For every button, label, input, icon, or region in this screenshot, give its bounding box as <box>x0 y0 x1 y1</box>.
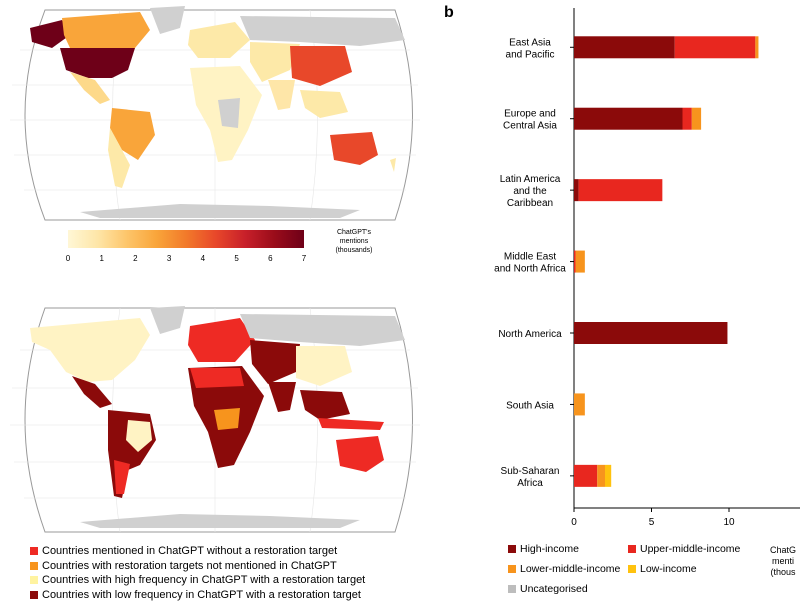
bar-legend-label: Upper-middle-income <box>640 543 740 555</box>
category-label: and Pacific <box>506 49 555 60</box>
legend-swatch <box>30 562 38 570</box>
x-axis-label-line: menti <box>770 556 796 567</box>
map-legend-label: Countries with high frequency in ChatGPT… <box>42 574 365 586</box>
colorbar-label: ChatGPT's mentions (thousands) <box>314 228 394 255</box>
bar-segment <box>675 36 756 58</box>
legend-swatch <box>628 545 636 553</box>
world-map-restoration-targets <box>0 300 430 540</box>
legend-swatch <box>30 576 38 584</box>
colorbar-tick-1: 1 <box>99 254 103 263</box>
map-legend-item: Countries with restoration targets not m… <box>30 559 365 574</box>
map-legend-label: Countries with low frequency in ChatGPT … <box>42 589 361 601</box>
bar-legend-item: Uncategorised <box>508 583 588 595</box>
bar-legend-item: High-income <box>508 543 579 555</box>
colorbar-tick-0: 0 <box>66 254 70 263</box>
legend-swatch <box>508 545 516 553</box>
bar-legend-label: Lower-middle-income <box>520 563 620 575</box>
map-legend-item: Countries mentioned in ChatGPT without a… <box>30 544 365 559</box>
category-label: and the <box>513 186 547 197</box>
legend-swatch <box>508 565 516 573</box>
bar-segment <box>574 393 585 415</box>
x-tick-label: 10 <box>723 517 735 528</box>
bar-legend-label: Low-income <box>640 563 697 575</box>
x-axis-label-line: (thous <box>770 567 796 578</box>
colorbar-gradient <box>68 230 304 248</box>
bar-segment <box>574 179 579 201</box>
category-label: and North Africa <box>494 264 566 275</box>
x-axis-label-clipped: ChatG menti (thous <box>770 545 796 578</box>
bar-segment <box>576 251 585 273</box>
category-label: North America <box>498 329 562 340</box>
bar-legend-item: Lower-middle-income <box>508 563 620 575</box>
bar-segment <box>683 108 692 130</box>
colorbar-label-line: mentions <box>314 237 394 246</box>
map-legend: Countries mentioned in ChatGPT without a… <box>30 544 365 602</box>
colorbar-tick-7: 7 <box>302 254 306 263</box>
colorbar-tick-6: 6 <box>268 254 272 263</box>
colorbar-label-line: (thousands) <box>314 246 394 255</box>
bar-segment <box>597 465 605 487</box>
category-label: Europe and <box>504 109 556 120</box>
category-label: Middle East <box>504 252 556 263</box>
bar-segment <box>605 465 611 487</box>
colorbar-tick-4: 4 <box>201 254 205 263</box>
x-tick-label: 5 <box>649 517 655 528</box>
bar-segment <box>574 36 675 58</box>
bar-segment <box>574 322 727 344</box>
colorbar-tick-5: 5 <box>234 254 238 263</box>
category-label: Africa <box>517 478 543 489</box>
legend-swatch <box>30 547 38 555</box>
category-label: South Asia <box>506 400 554 411</box>
colorbar: 0 1 2 3 4 5 6 7 ChatGPT's mentions (thou… <box>60 226 390 266</box>
map-bottom-africa-orange <box>214 408 240 430</box>
panel-b-label: b <box>444 4 454 22</box>
map-top-canada <box>62 12 150 50</box>
colorbar-tick-3: 3 <box>167 254 171 263</box>
category-label: Sub-Saharan <box>501 466 560 477</box>
bar-legend-label: Uncategorised <box>520 583 588 595</box>
category-label: East Asia <box>509 37 551 48</box>
bar-segment <box>574 108 683 130</box>
legend-swatch <box>628 565 636 573</box>
x-axis-label-line: ChatG <box>770 545 796 556</box>
x-tick-label: 0 <box>571 517 577 528</box>
colorbar-label-line: ChatGPT's <box>314 228 394 237</box>
map-legend-label: Countries with restoration targets not m… <box>42 560 337 572</box>
category-label: Central Asia <box>503 121 557 132</box>
bar-segment <box>579 179 663 201</box>
category-label: Latin America <box>500 174 561 185</box>
map-bottom-africa-north <box>190 368 244 388</box>
bar-legend-item: Upper-middle-income <box>628 543 740 555</box>
legend-swatch <box>508 585 516 593</box>
map-legend-label: Countries mentioned in ChatGPT without a… <box>42 545 337 557</box>
bar-segment <box>574 465 597 487</box>
category-label: Caribbean <box>507 198 553 209</box>
bar-segment <box>574 251 576 273</box>
map-legend-item: Countries with high frequency in ChatGPT… <box>30 573 365 588</box>
bar-segment <box>755 36 758 58</box>
colorbar-tick-2: 2 <box>133 254 137 263</box>
bar-legend-label: High-income <box>520 543 579 555</box>
world-map-mentions <box>0 0 430 230</box>
legend-swatch <box>30 591 38 599</box>
bar-segment <box>692 108 701 130</box>
bar-legend-item: Low-income <box>628 563 697 575</box>
